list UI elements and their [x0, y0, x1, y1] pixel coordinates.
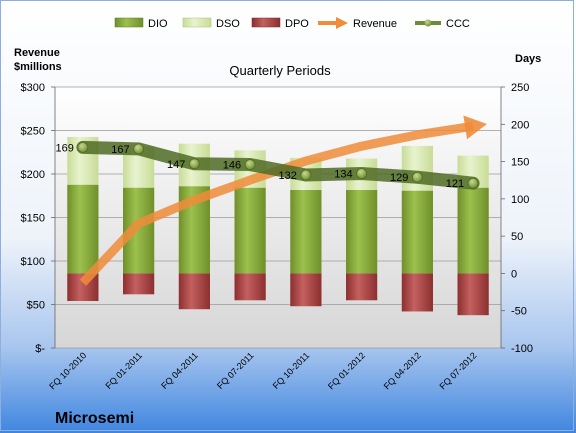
ccc-point: [77, 142, 89, 153]
bar-dpo: [123, 273, 155, 295]
chart-title: Quarterly Periods: [229, 63, 331, 78]
bar-dio: [401, 190, 433, 274]
left-axis-title-line2: $millions: [14, 61, 62, 73]
ccc-point: [188, 158, 200, 170]
right-axis-title: Days: [515, 53, 541, 65]
bar-dpo: [234, 273, 266, 301]
x-axis: FQ 10-2010 FQ 01-2011 FQ 04-2011 FQ 07-2011…: [47, 350, 478, 391]
bar-dpo: [178, 273, 210, 310]
left-tick-label: $300: [21, 82, 45, 94]
ccc-data-label: 169: [56, 142, 74, 154]
legend-label-dso: DSO: [216, 18, 240, 30]
legend-swatch-ccc: [415, 19, 441, 27]
bar-dio: [290, 189, 322, 274]
legend-swatch-dso: [182, 17, 212, 28]
right-tick-label: -100: [511, 343, 533, 355]
legend-label-dpo: DPO: [285, 18, 309, 30]
bar-dpo: [290, 273, 322, 307]
company-name: Microsemi: [55, 410, 134, 427]
right-tick-label: 150: [511, 157, 529, 169]
bar-dio: [234, 187, 266, 274]
right-tick-label: 50: [511, 231, 523, 243]
right-tick-label: 0: [511, 268, 517, 280]
right-tick-label: -50: [511, 306, 527, 318]
left-tick-label: $150: [21, 213, 45, 225]
bar-dpo: [346, 273, 378, 301]
left-tick-label: $200: [21, 169, 45, 181]
left-tick-label: $-: [35, 343, 45, 355]
right-tick-label: 200: [511, 119, 529, 131]
ccc-series: 169 167 147 146 132 134 129 121: [56, 140, 480, 190]
x-tick-label: FQ 04-2012: [382, 350, 423, 391]
left-axis: $- $50 $100 $150 $200 $250 $300: [21, 82, 56, 355]
ccc-point: [467, 177, 479, 189]
left-tick-label: $250: [21, 126, 45, 138]
left-axis-title-line1: Revenue: [14, 47, 60, 59]
ccc-point: [300, 169, 312, 181]
x-tick-label: FQ 04-2011: [159, 350, 200, 391]
x-tick-label: FQ 10-2010: [47, 350, 88, 391]
bar-dpo: [457, 273, 489, 316]
bar-dpo: [401, 273, 433, 312]
revenue-arrowhead: [463, 115, 487, 140]
legend: DIO DSO DPO Revenue CCC: [114, 17, 470, 30]
x-tick-label: FQ 07-2012: [438, 350, 479, 391]
ccc-data-label: 129: [390, 172, 408, 184]
legend-swatch-dio: [114, 17, 144, 28]
right-tick-label: 100: [511, 194, 529, 206]
ccc-line: [76, 140, 480, 190]
ccc-data-label: 134: [334, 169, 352, 181]
legend-label-dio: DIO: [148, 18, 168, 30]
x-tick-label: FQ 10-2011: [271, 350, 312, 391]
x-tick-label: FQ 01-2012: [326, 350, 367, 391]
x-tick-label: FQ 01-2011: [103, 350, 144, 391]
legend-label-revenue: Revenue: [353, 18, 397, 30]
ccc-point: [356, 168, 368, 179]
ccc-point: [133, 143, 145, 155]
ccc-point: [411, 171, 423, 183]
ccc-data-label: 121: [446, 178, 464, 190]
left-tick-label: $100: [21, 256, 45, 268]
right-tick-label: 250: [511, 82, 529, 94]
ccc-data-label: 167: [111, 144, 129, 156]
ccc-point: [244, 159, 256, 170]
bar-dio: [346, 189, 378, 274]
legend-swatch-dpo: [251, 17, 281, 28]
legend-label-ccc: CCC: [446, 18, 470, 30]
left-tick-label: $50: [27, 300, 45, 312]
x-tick-label: FQ 07-2011: [215, 350, 256, 391]
ccc-data-label: 147: [167, 159, 185, 171]
ccc-data-label: 146: [223, 160, 241, 172]
right-axis: -100 -50 0 50 100 150 200 250: [500, 82, 533, 355]
bar-dio: [457, 187, 489, 274]
bar-dio: [67, 184, 99, 274]
ccc-data-label: 132: [279, 170, 297, 182]
legend-swatch-revenue: [318, 17, 348, 29]
